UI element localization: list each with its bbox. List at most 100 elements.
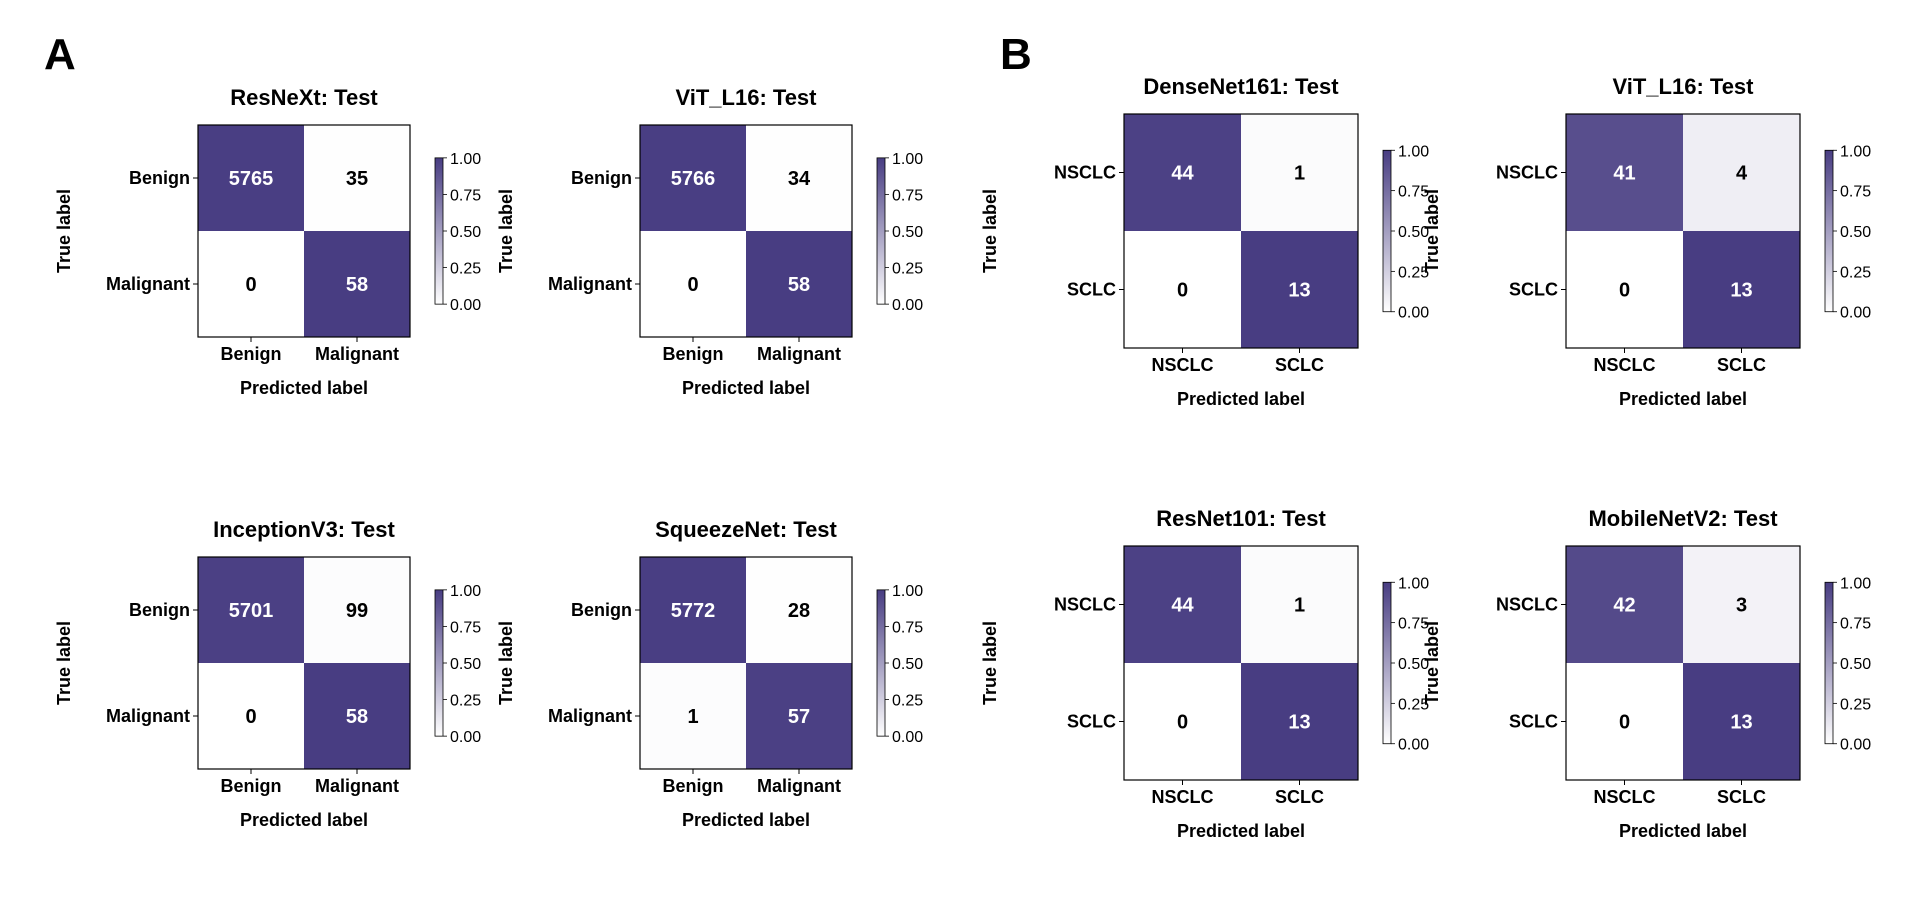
colorbar-tick-label: 0.25 xyxy=(892,261,923,278)
matrix-cell xyxy=(746,663,852,769)
colorbar-tick-label: 1.00 xyxy=(1398,575,1429,592)
cell-value: 13 xyxy=(1730,712,1752,734)
colorbar-tick-label: 1.00 xyxy=(450,583,481,600)
colorbar-tick-label: 0.00 xyxy=(1398,737,1429,754)
x-tick-label: NSCLC xyxy=(1594,355,1656,375)
matrix-cell xyxy=(1566,663,1683,780)
matrix-cell xyxy=(1124,231,1241,348)
matrix-cell xyxy=(1566,231,1683,348)
matrix-cell xyxy=(746,557,852,663)
panel-letter-b: B xyxy=(1000,30,1032,79)
colorbar-tick-label: 0.00 xyxy=(892,297,923,314)
colorbar xyxy=(1824,149,1834,313)
colorbar xyxy=(876,157,886,305)
matrix-cell xyxy=(1124,546,1241,663)
y-tick-label: Malignant xyxy=(106,274,190,294)
cell-value: 0 xyxy=(687,274,698,296)
colorbar-tick-label: 0.50 xyxy=(892,656,923,673)
x-tick-label: SCLC xyxy=(1275,787,1324,807)
colorbar-tick-label: 0.00 xyxy=(450,729,481,746)
cell-value: 0 xyxy=(245,706,256,728)
colorbar-tick-label: 0.50 xyxy=(450,224,481,241)
chart-title: SqueezeNet: Test xyxy=(655,517,837,542)
x-axis-label: Predicted label xyxy=(240,810,368,830)
colorbar-tick-label: 0.50 xyxy=(1840,224,1871,241)
y-tick-label: Benign xyxy=(571,168,632,188)
x-tick-label: SCLC xyxy=(1275,355,1324,375)
colorbar xyxy=(1824,581,1834,745)
confusion-matrix-4: SqueezeNet: Test 5772 28 1 57 Benign Malignant… xyxy=(496,517,923,830)
colorbar-tick-label: 0.75 xyxy=(1840,616,1871,633)
x-tick-label: Malignant xyxy=(757,344,841,364)
matrix-cell xyxy=(1566,114,1683,231)
chart-title: ResNet101: Test xyxy=(1156,506,1326,531)
y-tick-label: Malignant xyxy=(548,274,632,294)
matrix-cell xyxy=(1241,546,1358,663)
x-tick-label: Benign xyxy=(221,344,282,364)
y-tick-label: SCLC xyxy=(1509,712,1558,732)
x-axis-label: Predicted label xyxy=(682,810,810,830)
matrix-border xyxy=(197,124,411,338)
cell-value: 1 xyxy=(1294,163,1305,185)
y-tick-label: Malignant xyxy=(106,706,190,726)
cell-value: 1 xyxy=(687,706,698,728)
x-axis-label: Predicted label xyxy=(682,378,810,398)
y-axis-label: True label xyxy=(54,189,74,273)
colorbar xyxy=(434,589,444,737)
colorbar-tick-label: 1.00 xyxy=(1398,143,1429,160)
matrix-cell xyxy=(640,125,746,231)
colorbar-tick-label: 0.25 xyxy=(450,693,481,710)
panel-letter-a: A xyxy=(44,30,76,79)
cell-value: 0 xyxy=(245,274,256,296)
cell-value: 4 xyxy=(1736,163,1748,185)
matrix-cell xyxy=(198,557,304,663)
x-tick-label: SCLC xyxy=(1717,355,1766,375)
colorbar-tick-label: 0.50 xyxy=(892,224,923,241)
cell-value: 57 xyxy=(788,706,810,728)
confusion-matrix-5: DenseNet161: Test 44 1 0 13 NSCLC SCLC NSCLC SCL… xyxy=(980,74,1429,409)
chart-title: ViT_L16: Test xyxy=(1612,74,1754,99)
y-tick-label: SCLC xyxy=(1067,280,1116,300)
chart-title: ResNeXt: Test xyxy=(230,85,378,110)
matrix-cell xyxy=(198,663,304,769)
x-tick-label: NSCLC xyxy=(1152,355,1214,375)
matrix-border xyxy=(639,556,853,770)
matrix-cell xyxy=(1683,546,1800,663)
y-axis-label: True label xyxy=(980,189,1000,273)
matrix-cell xyxy=(1124,114,1241,231)
y-tick-label: Benign xyxy=(129,600,190,620)
x-axis-label: Predicted label xyxy=(1619,821,1747,841)
chart-title: DenseNet161: Test xyxy=(1143,74,1339,99)
colorbar-tick-label: 0.50 xyxy=(450,656,481,673)
matrix-cell xyxy=(1683,663,1800,780)
chart-title: ViT_L16: Test xyxy=(675,85,817,110)
colorbar-tick-label: 1.00 xyxy=(892,151,923,168)
cell-value: 3 xyxy=(1736,595,1747,617)
y-axis-label: True label xyxy=(1422,621,1442,705)
cell-value: 99 xyxy=(346,600,368,622)
matrix-cell xyxy=(1566,546,1683,663)
y-tick-label: NSCLC xyxy=(1054,163,1116,183)
colorbar-tick-label: 0.50 xyxy=(1840,656,1871,673)
matrix-cell xyxy=(1683,231,1800,348)
x-tick-label: Malignant xyxy=(315,776,399,796)
y-axis-label: True label xyxy=(496,621,516,705)
colorbar-tick-label: 0.75 xyxy=(1398,616,1429,633)
cell-value: 1 xyxy=(1294,595,1305,617)
matrix-cell xyxy=(304,557,410,663)
y-axis-label: True label xyxy=(496,189,516,273)
y-axis-label: True label xyxy=(54,621,74,705)
x-tick-label: NSCLC xyxy=(1594,787,1656,807)
colorbar-tick-label: 0.00 xyxy=(892,729,923,746)
x-tick-label: Malignant xyxy=(315,344,399,364)
cell-value: 0 xyxy=(1177,712,1188,734)
x-axis-label: Predicted label xyxy=(1177,389,1305,409)
confusion-matrix-8: MobileNetV2: Test 42 3 0 13 NSCLC SCLC NSCLC SCL… xyxy=(1422,506,1871,841)
matrix-cell xyxy=(640,663,746,769)
y-axis-label: True label xyxy=(980,621,1000,705)
colorbar-tick-label: 0.75 xyxy=(450,619,481,636)
colorbar-tick-label: 0.75 xyxy=(450,187,481,204)
colorbar-tick-label: 0.00 xyxy=(1840,737,1871,754)
cell-value: 13 xyxy=(1288,280,1310,302)
